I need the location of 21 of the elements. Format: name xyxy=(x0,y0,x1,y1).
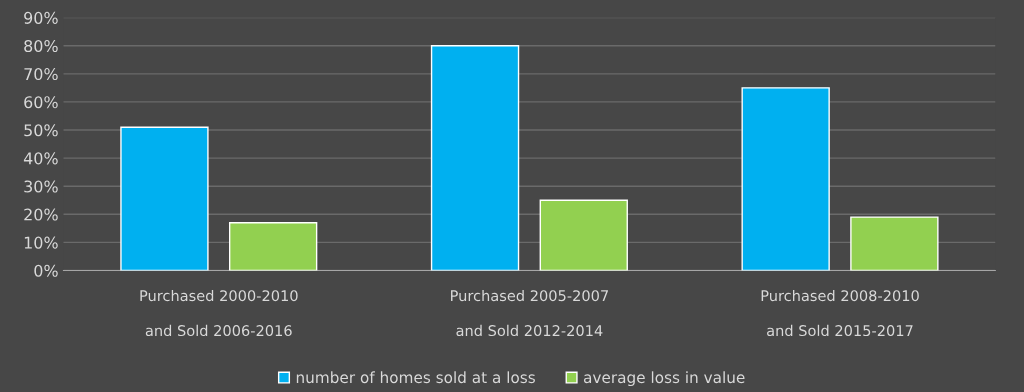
category-label: Purchased 2000-2010 and Sold 2006-2016 xyxy=(140,289,298,337)
y-tick-label: 20% xyxy=(24,208,58,221)
y-tick-label: 60% xyxy=(24,96,58,109)
category-label: Purchased 2008-2010 and Sold 2015-2017 xyxy=(761,289,919,337)
bar xyxy=(741,87,830,271)
legend-label: number of homes sold at a loss xyxy=(296,371,535,384)
y-tick-label: 80% xyxy=(24,39,58,53)
bar xyxy=(228,222,318,271)
bar xyxy=(850,216,939,271)
y-tick-label: 30% xyxy=(24,180,58,193)
y-tick-label: 90% xyxy=(24,11,58,24)
y-tick-label: 40% xyxy=(23,152,58,165)
category-label: Purchased 2005-2007 and Sold 2012-2014 xyxy=(451,289,608,337)
bar xyxy=(120,126,209,271)
bar xyxy=(430,45,520,271)
y-tick-label: 70% xyxy=(24,68,58,81)
legend-label: average loss in value xyxy=(583,371,745,387)
bar xyxy=(539,199,628,271)
y-tick-label: 0% xyxy=(34,264,58,277)
y-tick-label: 50% xyxy=(24,124,58,137)
y-tick-label: 10% xyxy=(24,236,58,249)
